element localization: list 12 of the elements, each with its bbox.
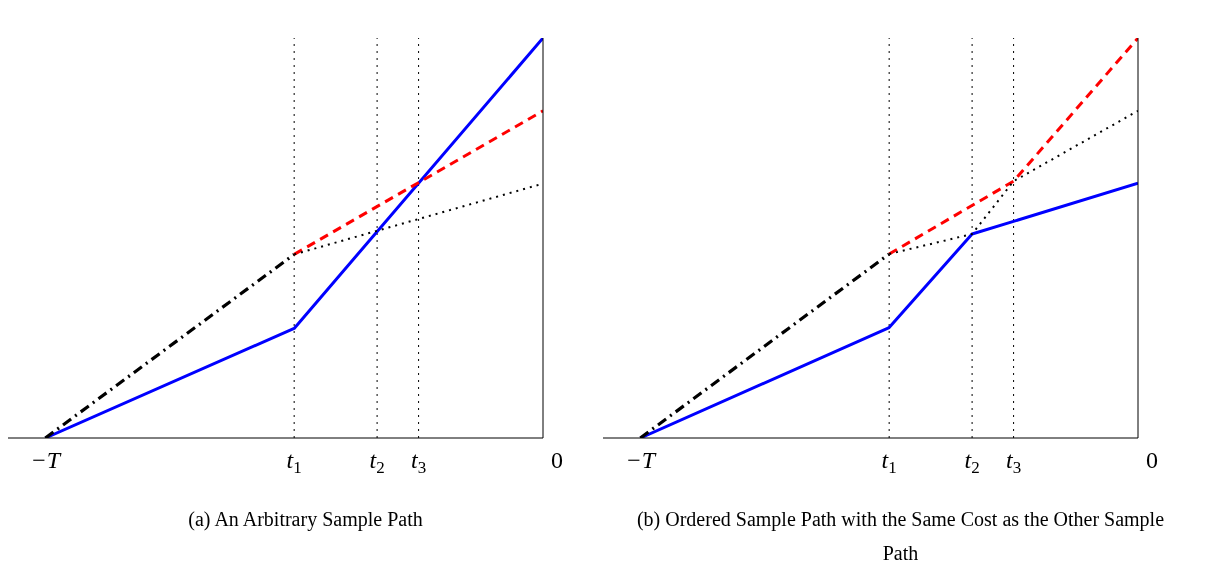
x-tick-label: t$_{1}$ bbox=[881, 447, 897, 478]
x-tick-label: −T bbox=[625, 447, 657, 473]
text: (a) An Arbitrary Sample Path bbox=[187, 507, 424, 533]
x-tick-label: 0 bbox=[551, 447, 563, 473]
x-tick-label: t$_{1}$ bbox=[286, 447, 302, 478]
x-tick-label: t$_{3}$ bbox=[411, 447, 427, 478]
text: (b) Ordered Sample Path with the Same Cost as the Other Sample Path bbox=[635, 507, 1166, 566]
x-tick-label: t$_{2}$ bbox=[369, 447, 385, 478]
x-tick-label: t$_{2}$ bbox=[964, 447, 980, 478]
x-tick-label: 0 bbox=[1146, 447, 1158, 473]
x-tick-label: t$_{3}$ bbox=[1006, 447, 1022, 478]
x-tick-label: −T bbox=[30, 447, 62, 473]
